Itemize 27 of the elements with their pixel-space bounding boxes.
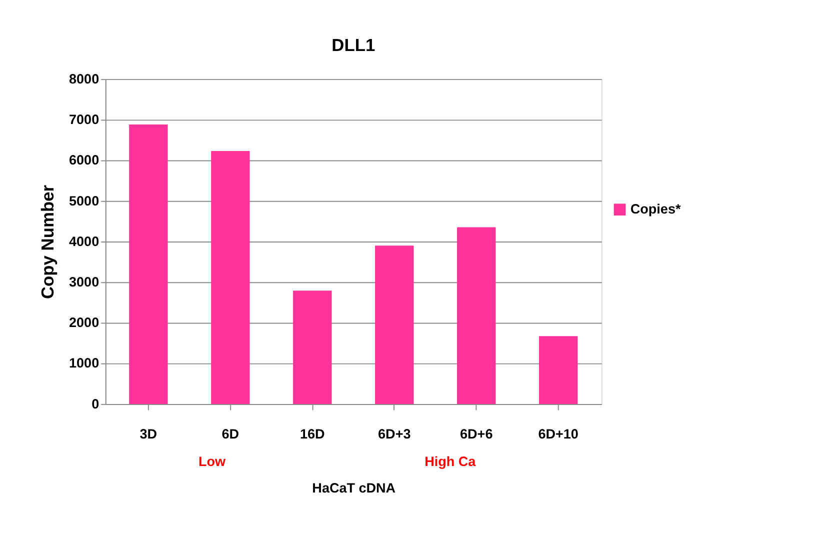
text: Low xyxy=(198,454,226,469)
y-tick-label: 6000 xyxy=(69,152,100,168)
bar xyxy=(293,290,332,404)
bar xyxy=(375,246,414,404)
y-tick-label: 1000 xyxy=(69,356,100,371)
x-tick-label: 16D xyxy=(300,426,326,442)
bar xyxy=(129,124,168,404)
y-tick-label: 3000 xyxy=(69,274,100,290)
x-axis-title: HaCaT cDNA xyxy=(312,480,396,496)
legend-label: Copies* xyxy=(630,201,682,216)
y-tick-label: 2000 xyxy=(69,315,100,330)
x-tick-label: 6D xyxy=(222,426,240,442)
x-tick-label: 3D xyxy=(140,426,158,442)
y-tick-label: 7000 xyxy=(69,112,100,128)
x-tick-label: 6D+10 xyxy=(538,426,578,442)
y-axis-title: Copy Number xyxy=(38,184,58,300)
bar xyxy=(457,227,496,404)
x-tick-label: 6D+3 xyxy=(378,426,412,442)
y-tick-label: 0 xyxy=(92,396,100,412)
text: High Ca xyxy=(424,454,476,469)
bar xyxy=(211,150,250,404)
y-tick-label: 8000 xyxy=(69,71,100,86)
y-tick-label: 4000 xyxy=(69,234,100,249)
y-tick-label: 5000 xyxy=(69,193,100,208)
x-tick-label: 6D+6 xyxy=(460,426,494,442)
bar xyxy=(539,336,578,404)
chart-title: DLL1 xyxy=(332,35,376,56)
